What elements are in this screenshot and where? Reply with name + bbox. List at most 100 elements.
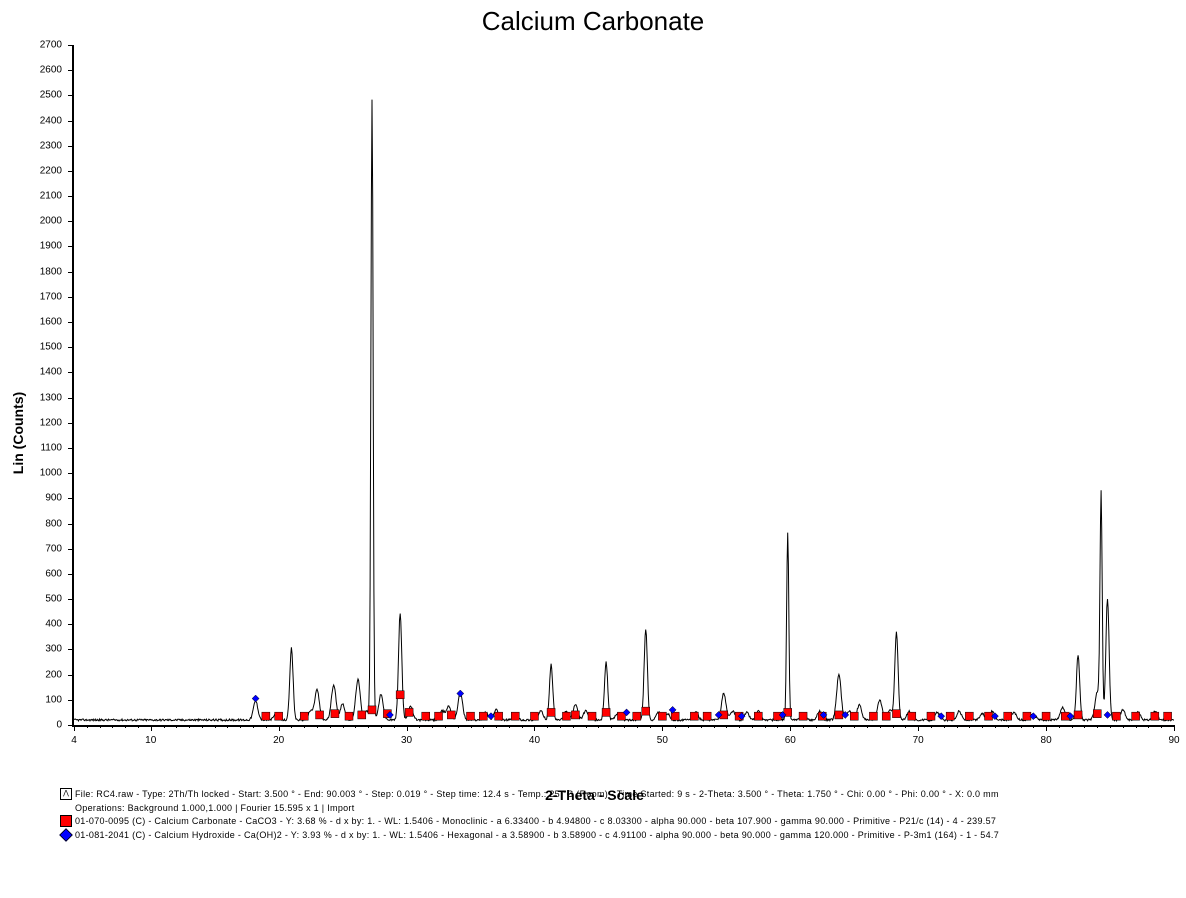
x-tick-mark: [880, 725, 881, 728]
red-reference-marker: [358, 711, 366, 719]
blue-reference-marker: [252, 695, 259, 702]
y-tick-label: 1600: [40, 317, 62, 328]
y-tick-mark: [68, 121, 74, 122]
x-tick-mark: [867, 725, 868, 728]
x-tick-mark: [841, 725, 842, 728]
y-tick-mark: [68, 70, 74, 71]
legend-text: 01-081-2041 (C) - Calcium Hydroxide - Ca…: [75, 829, 999, 842]
x-tick-mark: [560, 725, 561, 728]
y-tick-label: 1700: [40, 291, 62, 302]
x-tick-mark: [931, 725, 932, 728]
y-tick-mark: [68, 624, 74, 625]
x-tick-mark: [969, 725, 970, 728]
red-reference-marker: [927, 712, 935, 720]
red-reference-marker: [658, 712, 666, 720]
y-tick-mark: [68, 700, 74, 701]
y-tick-label: 1900: [40, 241, 62, 252]
x-tick-mark: [253, 725, 254, 728]
x-tick-mark: [918, 725, 919, 731]
y-tick-mark: [68, 297, 74, 298]
x-tick-label: 20: [273, 735, 284, 746]
y-tick-mark: [68, 347, 74, 348]
y-tick-label: 1800: [40, 266, 62, 277]
x-tick-mark: [1008, 725, 1009, 728]
red-reference-marker: [1093, 710, 1101, 718]
x-tick-label: 10: [145, 735, 156, 746]
x-tick-mark: [675, 725, 676, 728]
y-tick-label: 400: [45, 619, 62, 630]
x-tick-mark: [701, 725, 702, 728]
red-reference-marker: [345, 712, 353, 720]
blue-reference-marker: [457, 690, 464, 697]
blue-reference-marker: [1104, 711, 1111, 718]
x-tick-mark: [394, 725, 395, 728]
x-tick-mark: [189, 725, 190, 728]
legend-text: File: RC4.raw - Type: 2Th/Th locked - St…: [75, 788, 999, 801]
y-tick-label: 2200: [40, 165, 62, 176]
x-tick-mark: [458, 725, 459, 728]
x-tick-mark: [854, 725, 855, 728]
plot-area: 0100200300400500600700800900100011001200…: [72, 45, 1174, 727]
x-tick-mark: [777, 725, 778, 728]
y-tick-label: 2100: [40, 191, 62, 202]
red-reference-marker: [642, 707, 650, 715]
x-tick-mark: [1097, 725, 1098, 728]
red-reference-marker: [547, 708, 555, 716]
x-tick-mark: [1084, 725, 1085, 728]
x-tick-mark: [432, 725, 433, 728]
red-reference-marker: [703, 712, 711, 720]
x-tick-mark: [407, 725, 408, 731]
x-tick-mark: [74, 725, 75, 731]
red-reference-marker: [633, 712, 641, 720]
y-tick-label: 1200: [40, 417, 62, 428]
red-reference-marker: [530, 712, 538, 720]
x-tick-mark: [662, 725, 663, 731]
file-icon: ⋀: [60, 788, 72, 800]
x-tick-mark: [829, 725, 830, 728]
y-tick-mark: [68, 423, 74, 424]
x-tick-mark: [957, 725, 958, 728]
y-axis-label: Lin (Counts): [10, 392, 26, 474]
x-tick-mark: [1161, 725, 1162, 728]
y-tick-label: 1500: [40, 342, 62, 353]
x-tick-mark: [1174, 725, 1175, 731]
x-tick-mark: [944, 725, 945, 728]
red-reference-marker: [562, 712, 570, 720]
x-tick-mark: [611, 725, 612, 728]
x-tick-mark: [598, 725, 599, 728]
red-reference-marker: [892, 710, 900, 718]
x-tick-mark: [343, 725, 344, 728]
y-tick-mark: [68, 246, 74, 247]
x-tick-mark: [368, 725, 369, 728]
red-reference-marker: [1132, 712, 1140, 720]
y-tick-label: 1100: [40, 442, 62, 453]
y-tick-mark: [68, 524, 74, 525]
x-tick-mark: [1136, 725, 1137, 728]
red-reference-marker: [946, 712, 954, 720]
y-tick-mark: [68, 221, 74, 222]
y-tick-mark: [68, 574, 74, 575]
red-reference-marker: [331, 710, 339, 718]
x-tick-mark: [1033, 725, 1034, 728]
x-tick-mark: [240, 725, 241, 728]
y-tick-label: 200: [45, 669, 62, 680]
x-tick-mark: [1059, 725, 1060, 728]
y-tick-label: 2000: [40, 216, 62, 227]
legend-entry: 01-081-2041 (C) - Calcium Hydroxide - Ca…: [60, 829, 999, 842]
y-tick-mark: [68, 448, 74, 449]
x-tick-mark: [87, 725, 88, 728]
legend-text: 01-070-0095 (C) - Calcium Carbonate - Ca…: [75, 815, 996, 828]
red-reference-marker: [495, 712, 503, 720]
y-tick-label: 2600: [40, 65, 62, 76]
chart-title: Calcium Carbonate: [0, 6, 1186, 37]
x-tick-mark: [522, 725, 523, 728]
x-tick-mark: [982, 725, 983, 728]
x-tick-mark: [790, 725, 791, 731]
x-tick-mark: [151, 725, 152, 731]
x-tick-mark: [905, 725, 906, 728]
x-tick-mark: [893, 725, 894, 728]
red-reference-marker: [300, 712, 308, 720]
x-tick-label: 4: [71, 735, 77, 746]
spectrum-line: [74, 100, 1174, 721]
y-tick-label: 1300: [40, 392, 62, 403]
